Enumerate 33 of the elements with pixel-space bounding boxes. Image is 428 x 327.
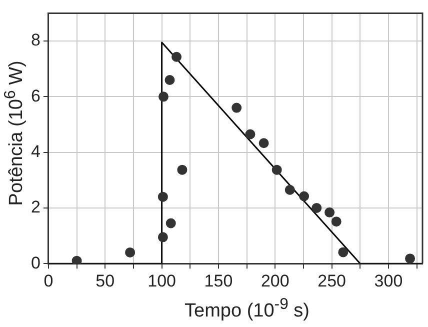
point xyxy=(72,256,82,264)
x-tick-label: 250 xyxy=(318,271,346,290)
point xyxy=(245,129,256,140)
y-tick-label: 4 xyxy=(30,142,40,161)
point xyxy=(158,92,168,102)
point xyxy=(284,184,295,195)
point xyxy=(299,191,310,202)
point xyxy=(338,247,348,258)
point xyxy=(172,52,182,62)
point xyxy=(177,164,188,175)
x-axis-title: Tempo (10$^{-9}$ s) xyxy=(184,296,310,322)
point xyxy=(324,207,335,218)
x-tick-label: 150 xyxy=(204,271,233,290)
x-tick-label: 0 xyxy=(44,271,54,290)
point xyxy=(164,74,175,85)
y-tick-label: 2 xyxy=(30,198,40,217)
x-tick-label: 200 xyxy=(260,271,290,290)
point xyxy=(125,247,136,258)
y-tick-label: 6 xyxy=(30,86,40,106)
point xyxy=(312,202,322,213)
point xyxy=(232,102,242,113)
point xyxy=(331,216,342,227)
x-tick-label: 50 xyxy=(96,271,115,290)
x-tick-label: 100 xyxy=(148,271,176,290)
point xyxy=(405,254,416,264)
point xyxy=(158,192,168,202)
y-tick-label: 8 xyxy=(30,30,40,50)
point xyxy=(166,218,176,228)
y-tick-label: 0 xyxy=(30,253,40,272)
point xyxy=(272,164,282,175)
x-tick-label: 300 xyxy=(374,271,403,290)
point xyxy=(158,232,168,242)
point xyxy=(258,138,269,148)
